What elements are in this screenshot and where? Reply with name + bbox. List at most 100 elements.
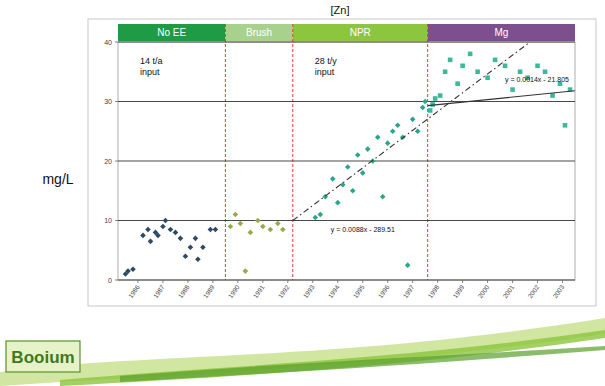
point (448, 58, 453, 63)
point (188, 244, 194, 250)
point (385, 140, 391, 146)
x-tick (387, 280, 388, 283)
phase-header (428, 24, 575, 41)
phase-boundary (225, 24, 226, 280)
point (255, 218, 261, 224)
trend-line (293, 42, 530, 221)
plot-area (118, 42, 575, 280)
point (345, 164, 351, 170)
point (350, 188, 356, 194)
swoosh (120, 346, 605, 382)
x-tick-label: 2001 (501, 283, 515, 299)
point (173, 230, 179, 236)
x-tick (212, 280, 213, 283)
x-tick (512, 280, 513, 283)
y-tick-label: 10 (104, 217, 112, 224)
point (193, 236, 199, 242)
point (160, 224, 166, 230)
x-tick-label: 2002 (526, 283, 540, 299)
x-tick-label: 1989 (202, 283, 216, 299)
x-tick-label: 1997 (401, 283, 415, 299)
x-tick (437, 280, 438, 283)
y-tick (115, 161, 118, 162)
y-tick (115, 280, 118, 281)
point (330, 176, 336, 182)
point (280, 227, 286, 233)
phase-boundary (427, 24, 428, 280)
grid-line (118, 42, 575, 43)
point (178, 236, 184, 242)
point (248, 230, 254, 236)
point (213, 227, 219, 233)
point (335, 200, 341, 206)
point (535, 64, 540, 69)
y-axis-label: mg/L (42, 171, 73, 187)
phases: No EE14 t/ainputBrushNPR28 t/yinputMg (118, 24, 575, 280)
point (140, 233, 146, 239)
point (365, 146, 371, 152)
chart-frame (88, 19, 596, 306)
point (395, 123, 401, 129)
point (130, 266, 136, 272)
y-tick-label: 20 (104, 158, 112, 165)
point (550, 93, 555, 98)
phase-header (118, 24, 225, 41)
phase-header (293, 24, 428, 41)
point (155, 233, 161, 239)
grid-line (118, 161, 575, 162)
footer: Booium (0, 318, 605, 386)
y-tick (115, 220, 118, 221)
x-tick (162, 280, 163, 283)
x-tick-label: 1987 (152, 283, 166, 299)
x-tick (412, 280, 413, 283)
x-tick-label: 1996 (376, 283, 390, 299)
grid-line (118, 220, 575, 221)
x-tick (237, 280, 238, 283)
point (168, 227, 174, 233)
phase-label: No EE (157, 27, 186, 38)
point (208, 227, 214, 233)
point (260, 224, 266, 230)
phase-note: input (315, 67, 335, 77)
point (563, 123, 568, 128)
phase-label: NPR (350, 27, 371, 38)
trend-line (428, 91, 575, 106)
phase-header (225, 24, 292, 41)
title: [Zn] (331, 4, 350, 16)
logo: Booium (11, 348, 74, 367)
x-tick (462, 280, 463, 283)
x-tick (337, 280, 338, 283)
x-tick-label: 2000 (476, 283, 490, 299)
phase-label: Brush (246, 27, 272, 38)
point (405, 262, 411, 268)
y-tick (115, 42, 118, 43)
point (145, 227, 151, 233)
point (380, 194, 386, 200)
swoosh (60, 330, 605, 386)
point (543, 69, 548, 74)
phase-note: 14 t/a (140, 56, 163, 66)
x-tick-label: 1998 (426, 283, 440, 299)
point (317, 212, 323, 218)
x-tick (262, 280, 263, 283)
x-tick (562, 280, 563, 283)
trend-label: y = 0.0014x - 21.805 (505, 76, 569, 84)
marks (123, 42, 575, 277)
chart: [Zn]No EE14 t/ainputBrushNPR28 t/yinputM… (0, 0, 605, 386)
grid-line (118, 101, 575, 102)
y-tick-label: 0 (108, 277, 112, 284)
point (485, 75, 490, 80)
x-tick (137, 280, 138, 283)
point (518, 69, 523, 74)
point (410, 117, 416, 123)
point (510, 87, 515, 92)
point (468, 52, 473, 57)
point (163, 218, 169, 224)
x-tick-label: 1992 (277, 283, 291, 299)
point (390, 128, 396, 134)
point (460, 64, 465, 69)
x-tick-label: 1991 (252, 283, 266, 299)
point (422, 99, 428, 105)
x-tick-label: 1988 (177, 283, 191, 299)
point (433, 96, 438, 101)
